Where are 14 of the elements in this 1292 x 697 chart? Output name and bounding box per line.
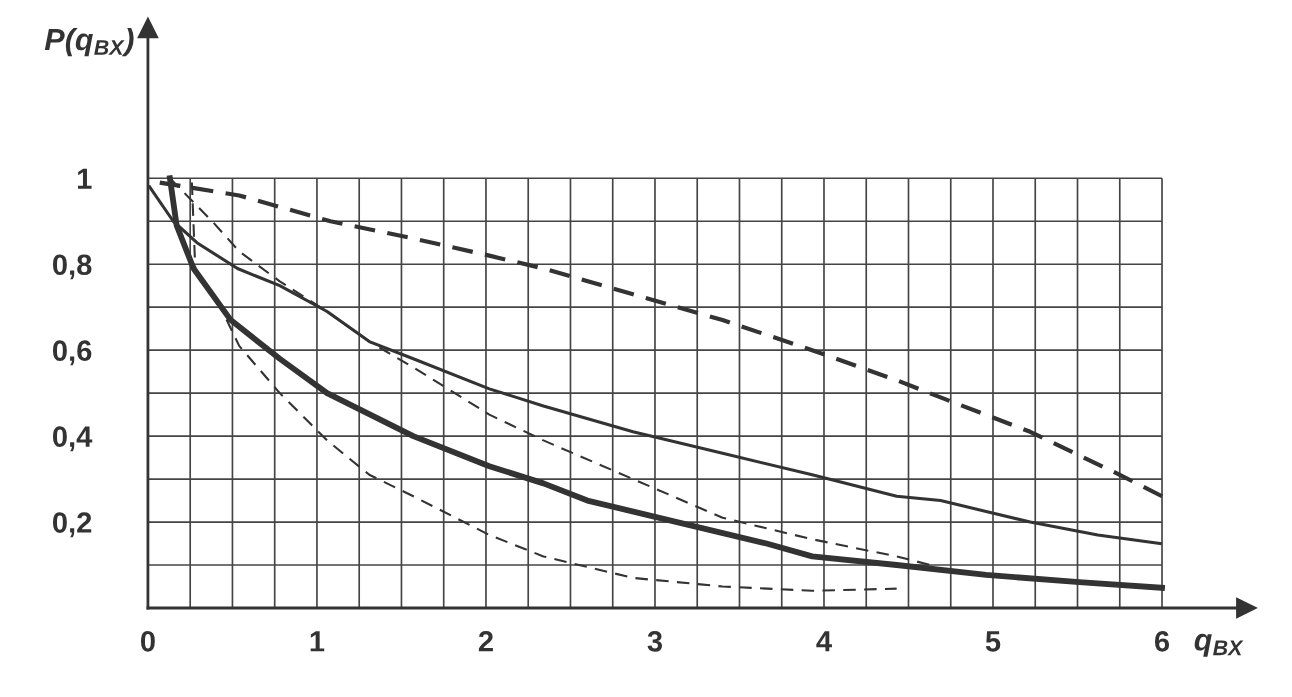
y-tick-label: 0,4: [52, 426, 93, 452]
x-tick-label: 6: [1154, 630, 1170, 652]
y-tick-label: 0,8: [52, 254, 92, 280]
x-tick-label: 1: [310, 631, 325, 652]
y-axis-title: P(q$_{ВХ}$): [44, 27, 134, 57]
x-tick-label: 5: [985, 631, 1001, 652]
x-tick-label: 2: [478, 630, 493, 652]
x-axis-title: q$_{ВХ}$: [1194, 633, 1244, 657]
y-tick-label: 0,2: [52, 512, 92, 538]
x-tick-label: 3: [647, 630, 663, 652]
x-tick-label: 0: [140, 630, 155, 652]
x-tick-label: 4: [816, 631, 832, 652]
y-tick-label: 1: [78, 168, 92, 189]
y-tick-label: 0,6: [52, 340, 92, 366]
